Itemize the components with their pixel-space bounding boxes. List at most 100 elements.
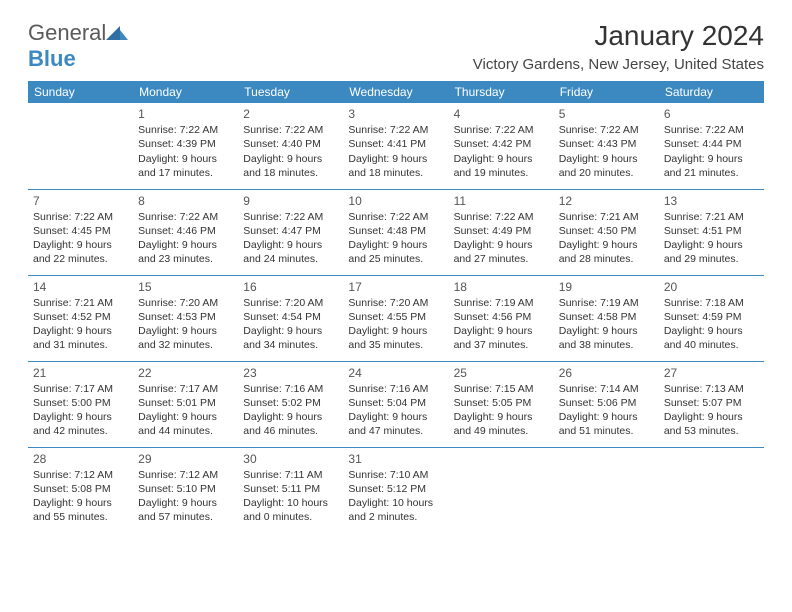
daylight-line: Daylight: 9 hours bbox=[33, 238, 128, 252]
daylight-line: and 38 minutes. bbox=[559, 338, 654, 352]
day-header: Monday bbox=[133, 81, 238, 103]
day-number: 28 bbox=[33, 451, 128, 467]
sunrise-line: Sunrise: 7:10 AM bbox=[348, 468, 443, 482]
day-cell: 26Sunrise: 7:14 AMSunset: 5:06 PMDayligh… bbox=[554, 361, 659, 447]
day-number: 11 bbox=[454, 193, 549, 209]
calendar-body: 1Sunrise: 7:22 AMSunset: 4:39 PMDaylight… bbox=[28, 103, 764, 533]
day-number: 3 bbox=[348, 106, 443, 122]
daylight-line: and 42 minutes. bbox=[33, 424, 128, 438]
day-number: 27 bbox=[664, 365, 759, 381]
day-number: 6 bbox=[664, 106, 759, 122]
day-number: 4 bbox=[454, 106, 549, 122]
daylight-line: and 53 minutes. bbox=[664, 424, 759, 438]
daylight-line: Daylight: 9 hours bbox=[138, 410, 233, 424]
daylight-line: Daylight: 9 hours bbox=[559, 410, 654, 424]
daylight-line: and 46 minutes. bbox=[243, 424, 338, 438]
sunrise-line: Sunrise: 7:20 AM bbox=[138, 296, 233, 310]
sunset-line: Sunset: 4:45 PM bbox=[33, 224, 128, 238]
daylight-line: and 25 minutes. bbox=[348, 252, 443, 266]
daylight-line: Daylight: 9 hours bbox=[243, 152, 338, 166]
sunset-line: Sunset: 4:40 PM bbox=[243, 137, 338, 151]
sunrise-line: Sunrise: 7:22 AM bbox=[243, 123, 338, 137]
day-cell: 11Sunrise: 7:22 AMSunset: 4:49 PMDayligh… bbox=[449, 189, 554, 275]
header: GeneralBlue January 2024 Victory Gardens… bbox=[28, 20, 764, 73]
sunset-line: Sunset: 4:46 PM bbox=[138, 224, 233, 238]
day-cell: 13Sunrise: 7:21 AMSunset: 4:51 PMDayligh… bbox=[659, 189, 764, 275]
day-header-row: Sunday Monday Tuesday Wednesday Thursday… bbox=[28, 81, 764, 103]
sunset-line: Sunset: 5:01 PM bbox=[138, 396, 233, 410]
daylight-line: Daylight: 9 hours bbox=[454, 410, 549, 424]
sunrise-line: Sunrise: 7:22 AM bbox=[33, 210, 128, 224]
daylight-line: and 20 minutes. bbox=[559, 166, 654, 180]
day-cell: 22Sunrise: 7:17 AMSunset: 5:01 PMDayligh… bbox=[133, 361, 238, 447]
sunrise-line: Sunrise: 7:17 AM bbox=[33, 382, 128, 396]
sunset-line: Sunset: 4:59 PM bbox=[664, 310, 759, 324]
sunrise-line: Sunrise: 7:22 AM bbox=[138, 210, 233, 224]
day-cell: 12Sunrise: 7:21 AMSunset: 4:50 PMDayligh… bbox=[554, 189, 659, 275]
day-cell: 28Sunrise: 7:12 AMSunset: 5:08 PMDayligh… bbox=[28, 447, 133, 533]
daylight-line: and 40 minutes. bbox=[664, 338, 759, 352]
daylight-line: Daylight: 9 hours bbox=[664, 410, 759, 424]
logo-text: GeneralBlue bbox=[28, 20, 128, 72]
daylight-line: and 44 minutes. bbox=[138, 424, 233, 438]
daylight-line: Daylight: 9 hours bbox=[243, 238, 338, 252]
daylight-line: Daylight: 10 hours bbox=[348, 496, 443, 510]
week-row: 7Sunrise: 7:22 AMSunset: 4:45 PMDaylight… bbox=[28, 189, 764, 275]
day-cell: 21Sunrise: 7:17 AMSunset: 5:00 PMDayligh… bbox=[28, 361, 133, 447]
day-cell: 5Sunrise: 7:22 AMSunset: 4:43 PMDaylight… bbox=[554, 103, 659, 189]
month-title: January 2024 bbox=[473, 20, 764, 52]
day-cell bbox=[554, 447, 659, 533]
day-header: Wednesday bbox=[343, 81, 448, 103]
week-row: 28Sunrise: 7:12 AMSunset: 5:08 PMDayligh… bbox=[28, 447, 764, 533]
calendar-page: GeneralBlue January 2024 Victory Gardens… bbox=[0, 0, 792, 553]
daylight-line: and 37 minutes. bbox=[454, 338, 549, 352]
daylight-line: and 47 minutes. bbox=[348, 424, 443, 438]
day-cell: 16Sunrise: 7:20 AMSunset: 4:54 PMDayligh… bbox=[238, 275, 343, 361]
daylight-line: Daylight: 9 hours bbox=[454, 152, 549, 166]
day-header: Thursday bbox=[449, 81, 554, 103]
sunrise-line: Sunrise: 7:16 AM bbox=[243, 382, 338, 396]
sunset-line: Sunset: 5:02 PM bbox=[243, 396, 338, 410]
day-cell bbox=[659, 447, 764, 533]
sunrise-line: Sunrise: 7:22 AM bbox=[243, 210, 338, 224]
daylight-line: and 21 minutes. bbox=[664, 166, 759, 180]
sunrise-line: Sunrise: 7:21 AM bbox=[664, 210, 759, 224]
day-header: Tuesday bbox=[238, 81, 343, 103]
day-cell: 4Sunrise: 7:22 AMSunset: 4:42 PMDaylight… bbox=[449, 103, 554, 189]
day-cell: 14Sunrise: 7:21 AMSunset: 4:52 PMDayligh… bbox=[28, 275, 133, 361]
sunrise-line: Sunrise: 7:22 AM bbox=[348, 123, 443, 137]
sunset-line: Sunset: 5:04 PM bbox=[348, 396, 443, 410]
day-number: 18 bbox=[454, 279, 549, 295]
day-number: 24 bbox=[348, 365, 443, 381]
sunset-line: Sunset: 5:08 PM bbox=[33, 482, 128, 496]
daylight-line: and 22 minutes. bbox=[33, 252, 128, 266]
day-number: 17 bbox=[348, 279, 443, 295]
daylight-line: Daylight: 10 hours bbox=[243, 496, 338, 510]
sunset-line: Sunset: 4:54 PM bbox=[243, 310, 338, 324]
day-number: 2 bbox=[243, 106, 338, 122]
sunset-line: Sunset: 4:51 PM bbox=[664, 224, 759, 238]
sunset-line: Sunset: 4:55 PM bbox=[348, 310, 443, 324]
daylight-line: Daylight: 9 hours bbox=[348, 410, 443, 424]
daylight-line: and 55 minutes. bbox=[33, 510, 128, 524]
daylight-line: and 29 minutes. bbox=[664, 252, 759, 266]
day-number: 8 bbox=[138, 193, 233, 209]
daylight-line: and 27 minutes. bbox=[454, 252, 549, 266]
sunrise-line: Sunrise: 7:19 AM bbox=[454, 296, 549, 310]
sunrise-line: Sunrise: 7:17 AM bbox=[138, 382, 233, 396]
daylight-line: Daylight: 9 hours bbox=[33, 496, 128, 510]
daylight-line: and 0 minutes. bbox=[243, 510, 338, 524]
daylight-line: Daylight: 9 hours bbox=[33, 410, 128, 424]
logo: GeneralBlue bbox=[28, 20, 128, 72]
day-cell: 17Sunrise: 7:20 AMSunset: 4:55 PMDayligh… bbox=[343, 275, 448, 361]
sunrise-line: Sunrise: 7:22 AM bbox=[454, 123, 549, 137]
daylight-line: Daylight: 9 hours bbox=[138, 152, 233, 166]
sunrise-line: Sunrise: 7:21 AM bbox=[33, 296, 128, 310]
sunrise-line: Sunrise: 7:16 AM bbox=[348, 382, 443, 396]
day-number: 10 bbox=[348, 193, 443, 209]
sunrise-line: Sunrise: 7:20 AM bbox=[243, 296, 338, 310]
day-number: 20 bbox=[664, 279, 759, 295]
daylight-line: and 35 minutes. bbox=[348, 338, 443, 352]
logo-mark-icon bbox=[106, 20, 128, 46]
sunrise-line: Sunrise: 7:22 AM bbox=[559, 123, 654, 137]
